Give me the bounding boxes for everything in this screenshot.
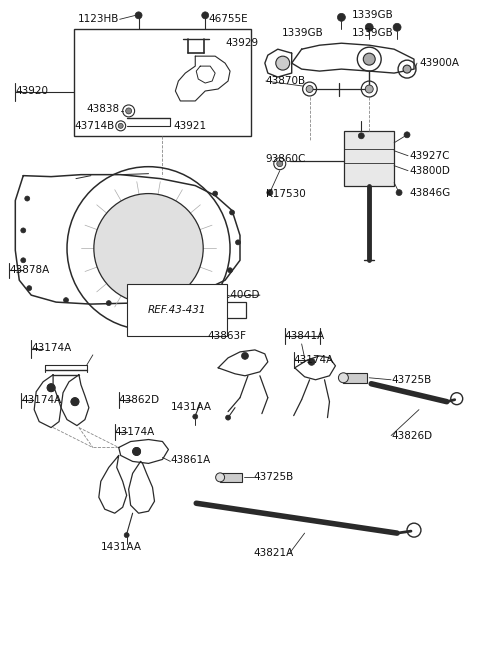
- Circle shape: [94, 193, 203, 303]
- Text: 43800D: 43800D: [409, 166, 450, 176]
- Circle shape: [63, 298, 69, 302]
- Text: 43927C: 43927C: [409, 151, 449, 161]
- Text: 43826D: 43826D: [391, 430, 432, 441]
- FancyBboxPatch shape: [146, 302, 246, 318]
- Text: 43921: 43921: [173, 121, 206, 131]
- Bar: [74, 29, 251, 136]
- Text: 43861A: 43861A: [170, 455, 211, 466]
- Text: 93860C: 93860C: [266, 153, 306, 164]
- Text: K17530: K17530: [266, 189, 306, 199]
- Circle shape: [306, 86, 313, 93]
- Circle shape: [393, 24, 401, 31]
- Circle shape: [267, 189, 273, 195]
- Text: 43900A: 43900A: [419, 58, 459, 68]
- Text: 1431AA: 1431AA: [170, 402, 211, 411]
- Bar: [220, 473, 242, 483]
- Text: 43929: 43929: [225, 39, 258, 48]
- Circle shape: [241, 353, 249, 359]
- Text: 1123HB: 1123HB: [77, 14, 119, 24]
- Text: 46755E: 46755E: [208, 14, 248, 24]
- Text: REF.43-431: REF.43-431: [147, 305, 206, 315]
- Circle shape: [236, 240, 240, 245]
- Circle shape: [71, 398, 79, 406]
- Text: 43920: 43920: [15, 86, 48, 96]
- Circle shape: [277, 161, 283, 167]
- Text: 43870B: 43870B: [266, 76, 306, 86]
- Circle shape: [363, 53, 375, 65]
- Text: 1339GB: 1339GB: [351, 10, 393, 20]
- Circle shape: [202, 12, 209, 19]
- Circle shape: [403, 65, 411, 73]
- Text: 43862D: 43862D: [119, 394, 160, 405]
- Circle shape: [276, 56, 290, 70]
- Text: 1140GD: 1140GD: [218, 290, 261, 300]
- Circle shape: [124, 533, 129, 537]
- Text: 43174A: 43174A: [21, 394, 61, 405]
- Text: 43174A: 43174A: [115, 426, 155, 437]
- Circle shape: [47, 384, 55, 392]
- Circle shape: [338, 373, 348, 383]
- Bar: [343, 373, 367, 383]
- Circle shape: [396, 189, 402, 195]
- Text: 43878A: 43878A: [9, 265, 49, 276]
- Circle shape: [21, 228, 26, 233]
- Text: 43846G: 43846G: [409, 187, 450, 198]
- Circle shape: [118, 123, 123, 129]
- Circle shape: [135, 12, 142, 19]
- Circle shape: [308, 358, 315, 365]
- Circle shape: [226, 415, 230, 420]
- Circle shape: [21, 258, 26, 263]
- Circle shape: [126, 108, 132, 114]
- Circle shape: [153, 298, 158, 302]
- Bar: [344, 131, 394, 185]
- Circle shape: [228, 268, 232, 273]
- Text: 43714B: 43714B: [74, 121, 114, 131]
- Text: 43838: 43838: [87, 104, 120, 114]
- Text: 43863F: 43863F: [207, 331, 246, 341]
- Text: 1431AA: 1431AA: [101, 542, 142, 552]
- Circle shape: [198, 288, 203, 293]
- Text: 43725B: 43725B: [254, 472, 294, 483]
- Circle shape: [358, 133, 364, 139]
- Circle shape: [337, 13, 346, 22]
- Text: 43821A: 43821A: [254, 548, 294, 558]
- Circle shape: [213, 191, 217, 196]
- Circle shape: [229, 210, 235, 215]
- Text: 1339GB: 1339GB: [351, 28, 393, 39]
- Circle shape: [27, 285, 32, 291]
- Circle shape: [193, 414, 198, 419]
- Circle shape: [365, 24, 373, 31]
- Text: 43841A: 43841A: [285, 331, 325, 341]
- Text: 43174A: 43174A: [31, 343, 72, 353]
- Circle shape: [216, 473, 225, 482]
- Text: 43174A: 43174A: [294, 355, 334, 365]
- Text: 1339GB: 1339GB: [282, 28, 324, 39]
- Circle shape: [404, 132, 410, 138]
- Circle shape: [106, 300, 111, 306]
- Circle shape: [25, 196, 30, 201]
- Circle shape: [132, 447, 141, 455]
- Text: 43725B: 43725B: [391, 375, 432, 385]
- Circle shape: [365, 85, 373, 93]
